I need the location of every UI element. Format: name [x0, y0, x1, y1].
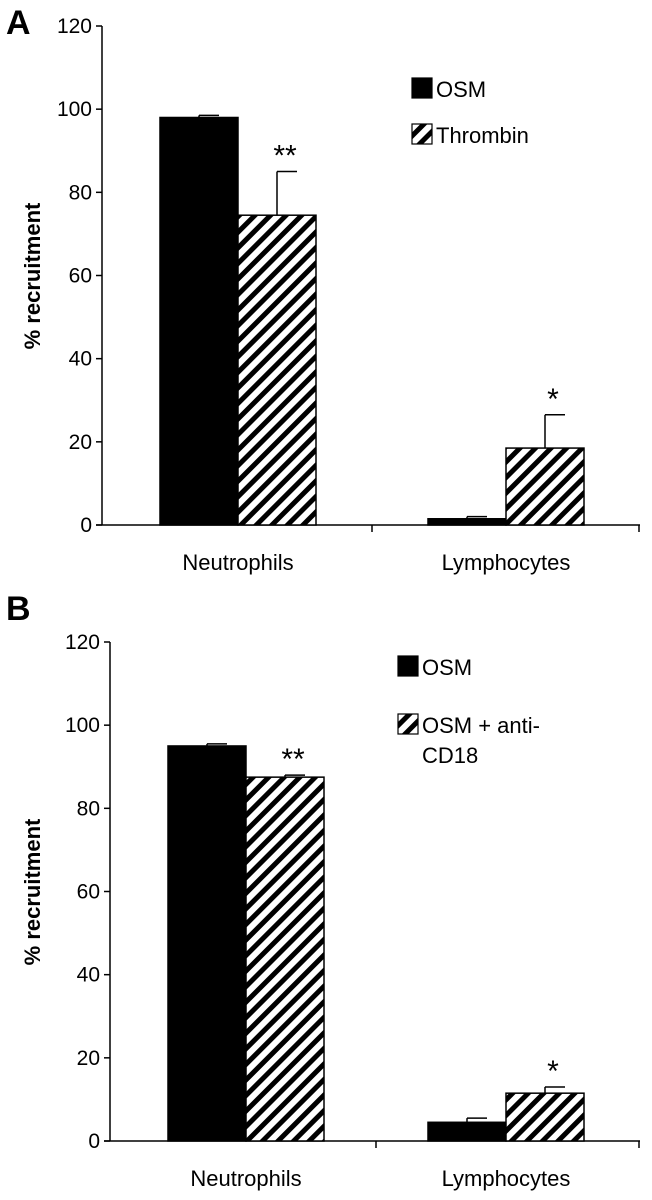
panel-a-y-tick-label-80: 80	[69, 181, 92, 204]
panel-b-bar-lymphocytes-osm	[427, 1121, 507, 1142]
panel-a-legend-label-osm: OSM	[436, 77, 486, 102]
panel-b: B % recruitment 0 20 40 60 80 100 120 Neutroph…	[6, 590, 640, 1191]
panel-b-legend-label-line-2: CD18	[422, 743, 478, 768]
panel-a-legend-swatch-thrombin	[411, 123, 433, 145]
panel-b-legend-swatch-osm	[397, 655, 419, 677]
panel-b-y-tick-label-40: 40	[77, 964, 100, 987]
panel-b-y-tick-label-120: 120	[65, 631, 100, 654]
panel-a-significance-neutrophils: **	[273, 140, 297, 173]
panel-a: A % recruitment 0 20 40 60 80 100 120 Neutroph…	[6, 4, 640, 575]
panel-a-y-tick-label-40: 40	[69, 348, 92, 371]
panel-a-letter: A	[6, 4, 31, 42]
panel-a-y-tick-label-100: 100	[57, 98, 92, 121]
panel-a-legend: OSM Thrombin	[411, 77, 529, 148]
panel-a-bar-lymphocytes-osm	[427, 518, 507, 526]
panel-b-y-tick-label-100: 100	[65, 714, 100, 737]
panel-b-bar-lymphocytes-osm-anti-cd18	[505, 1092, 585, 1142]
panel-a-y-axis-title: % recruitment	[20, 202, 45, 349]
panel-b-y-axis-title: % recruitment	[20, 818, 45, 965]
panel-b-bar-neutrophils-osm-anti-cd18	[245, 776, 325, 1142]
panel-b-category-label-0: Neutrophils	[190, 1166, 301, 1191]
panel-a-category-label-0: Neutrophils	[182, 550, 293, 575]
panel-b-significance-lymphocytes: *	[547, 1055, 559, 1088]
panel-b-category-label-1: Lymphocytes	[442, 1166, 571, 1191]
panel-b-significance-neutrophils: **	[281, 743, 305, 776]
panel-a-legend-swatch-osm	[411, 77, 433, 99]
panel-b-legend: OSM OSM + anti- CD18	[397, 655, 546, 768]
panel-a-bar-neutrophils-osm	[159, 116, 239, 526]
panel-a-significance-lymphocytes: *	[547, 383, 559, 416]
panel-b-y-tick-label-20: 20	[77, 1047, 100, 1070]
panel-b-letter: B	[6, 590, 31, 628]
panel-b-y-tick-label-0: 0	[88, 1130, 100, 1153]
panel-a-bars	[159, 114, 585, 526]
panel-b-legend-label-osm-anti-cd18: OSM + anti- CD18	[422, 713, 546, 768]
panel-b-legend-label-line-1: OSM + anti-	[422, 713, 540, 738]
panel-a-bar-lymphocytes-thrombin	[505, 447, 585, 526]
panel-b-legend-label-osm: OSM	[422, 655, 472, 680]
panel-b-bar-neutrophils-osm	[167, 745, 247, 1142]
panel-a-y-tick-label-0: 0	[80, 514, 92, 537]
panel-b-y-tick-label-60: 60	[77, 881, 100, 904]
panel-a-y-tick-label-60: 60	[69, 265, 92, 288]
panel-a-bar-neutrophils-thrombin	[237, 214, 317, 526]
panel-b-bars	[167, 743, 585, 1142]
panel-b-legend-swatch-osm-anti-cd18	[397, 713, 419, 735]
panel-a-legend-label-thrombin: Thrombin	[436, 123, 529, 148]
panel-a-y-tick-label-20: 20	[69, 431, 92, 454]
panel-b-y-tick-label-80: 80	[77, 797, 100, 820]
panel-a-category-label-1: Lymphocytes	[442, 550, 571, 575]
panel-a-y-tick-label-120: 120	[57, 15, 92, 38]
